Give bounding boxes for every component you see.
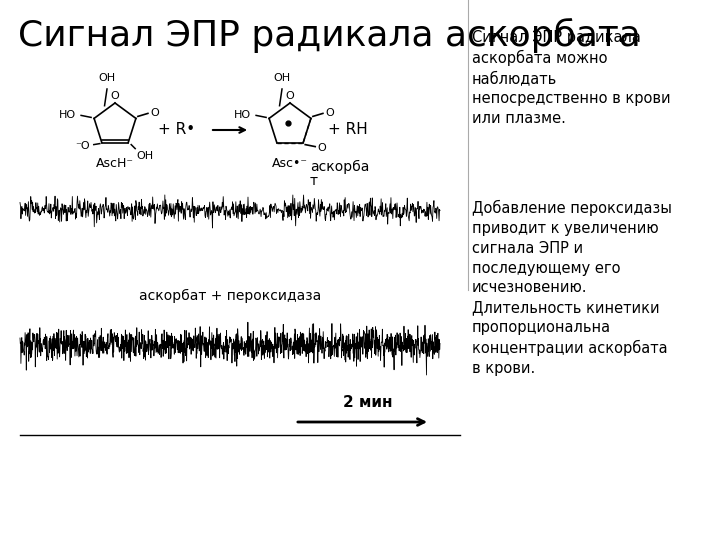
Text: Сигнал ЭПР радикала аскорбата: Сигнал ЭПР радикала аскорбата [18,18,641,53]
Text: O: O [111,91,120,101]
Text: Добавление пероксидазы
приводит к увеличению
сигнала ЭПР и
последующему его
исче: Добавление пероксидазы приводит к увелич… [472,200,672,376]
Text: Asc•⁻: Asc•⁻ [272,157,308,170]
Text: AscH⁻: AscH⁻ [96,157,134,170]
Text: O: O [325,109,333,118]
Text: аскорба
т: аскорба т [310,160,369,188]
Text: + RH: + RH [328,123,368,138]
Text: аскорбат + пероксидаза: аскорбат + пероксидаза [139,289,321,303]
Text: HO: HO [234,110,251,120]
Text: OH: OH [136,151,153,160]
Text: OH: OH [99,73,116,83]
Text: 2 мин: 2 мин [343,395,392,410]
Text: ⁻O: ⁻O [75,140,90,151]
Text: O: O [150,109,158,118]
Text: O: O [318,143,326,153]
Text: Сигнал ЭПР радикала
аскорбата можно
наблюдать
непосредственно в крови
или плазме: Сигнал ЭПР радикала аскорбата можно набл… [472,30,670,126]
Text: + R•: + R• [158,123,196,138]
Text: OH: OH [274,73,291,83]
Text: HO: HO [59,110,76,120]
Text: O: O [286,91,294,101]
